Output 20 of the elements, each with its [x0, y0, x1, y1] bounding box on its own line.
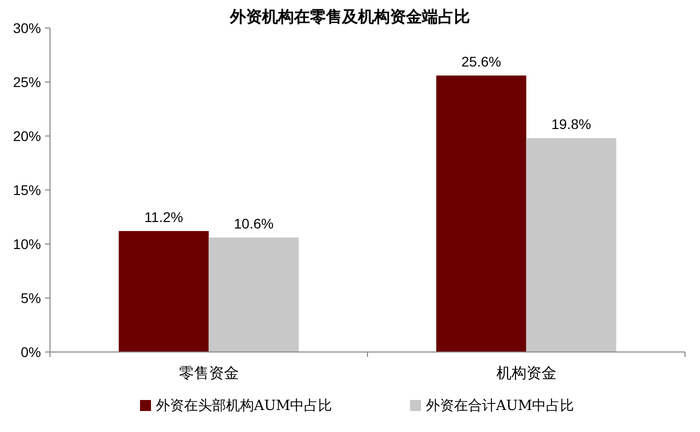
y-tick-label: 0%: [20, 344, 41, 360]
bar: [436, 76, 526, 352]
text: 19.8%: [551, 116, 592, 132]
y-tick-label: 10%: [12, 236, 41, 252]
chart-title: 外资机构在零售及机构资金端占比: [229, 7, 470, 26]
legend-label: 外资在头部机构AUM中占比: [156, 398, 332, 414]
y-tick-label: 5%: [20, 290, 41, 306]
text: 10.6%: [234, 216, 274, 232]
text: 11.2%: [144, 209, 184, 226]
y-tick-label: 20%: [12, 128, 41, 144]
bar: [118, 231, 209, 352]
bar: [208, 238, 299, 352]
legend-label: 外资在合计AUM中占比: [426, 398, 574, 414]
x-tick-label: 机构资金: [496, 364, 556, 382]
x-tick-label: 零售资金: [178, 364, 239, 382]
text: 25.6%: [461, 54, 502, 70]
y-tick-label: 25%: [12, 74, 41, 90]
bar: [526, 138, 616, 352]
y-tick-label: 30%: [12, 20, 41, 36]
y-tick-label: 15%: [12, 182, 41, 198]
